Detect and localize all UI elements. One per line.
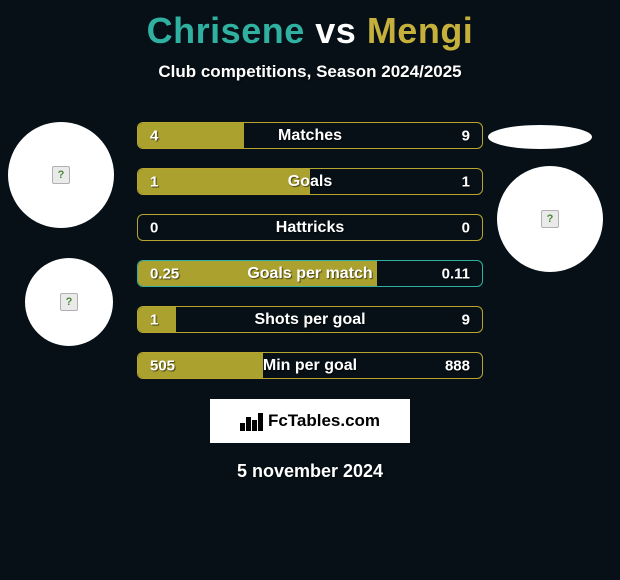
- vs-text: vs: [315, 10, 356, 51]
- subtitle: Club competitions, Season 2024/2025: [0, 62, 620, 82]
- fctables-icon: [240, 411, 262, 431]
- club-logo-placeholder-1: [25, 258, 113, 346]
- player2-name: Mengi: [367, 10, 474, 51]
- comparison-title: Chrisene vs Mengi: [0, 0, 620, 52]
- player-photo-placeholder-1: [8, 122, 114, 228]
- player1-name: Chrisene: [147, 10, 305, 51]
- player-photo-placeholder-2: [488, 125, 592, 149]
- stat-row-hattricks: 0 Hattricks 0: [137, 214, 483, 241]
- stats-container: 4 Matches 9 1 Goals 1 0 Hattricks 0 0.25 Goals per…: [137, 122, 483, 379]
- stat-label: Shots per goal: [254, 311, 365, 329]
- stat-row-goals: 1 Goals 1: [137, 168, 483, 195]
- broken-image-icon: [60, 293, 78, 311]
- stat-label: Goals per match: [247, 265, 372, 283]
- stat-value-right: 0: [462, 219, 470, 236]
- stat-value-right: 1: [462, 173, 470, 190]
- stat-value-left: 505: [150, 357, 175, 374]
- fctables-text: FcTables.com: [268, 411, 380, 431]
- date-text: 5 november 2024: [0, 461, 620, 482]
- stat-row-goals-per-match: 0.25 Goals per match 0.11: [137, 260, 483, 287]
- stat-value-right: 888: [445, 357, 470, 374]
- stat-fill: [138, 169, 310, 194]
- stat-label: Min per goal: [263, 357, 357, 375]
- stat-label: Goals: [288, 173, 332, 191]
- stat-value-right: 0.11: [442, 265, 470, 282]
- stat-row-matches: 4 Matches 9: [137, 122, 483, 149]
- stat-label: Matches: [278, 127, 342, 145]
- club-logo-placeholder-2: [497, 166, 603, 272]
- stat-value-right: 9: [462, 127, 470, 144]
- broken-image-icon: [541, 210, 559, 228]
- stat-value-right: 9: [462, 311, 470, 328]
- broken-image-icon: [52, 166, 70, 184]
- stat-value-left: 4: [150, 127, 158, 144]
- stat-value-left: 1: [150, 311, 158, 328]
- stat-label: Hattricks: [276, 219, 344, 237]
- stat-row-shots-per-goal: 1 Shots per goal 9: [137, 306, 483, 333]
- stat-row-min-per-goal: 505 Min per goal 888: [137, 352, 483, 379]
- fctables-branding: FcTables.com: [210, 399, 410, 443]
- stat-value-left: 0: [150, 219, 158, 236]
- stat-value-left: 0.25: [150, 265, 179, 282]
- stat-value-left: 1: [150, 173, 158, 190]
